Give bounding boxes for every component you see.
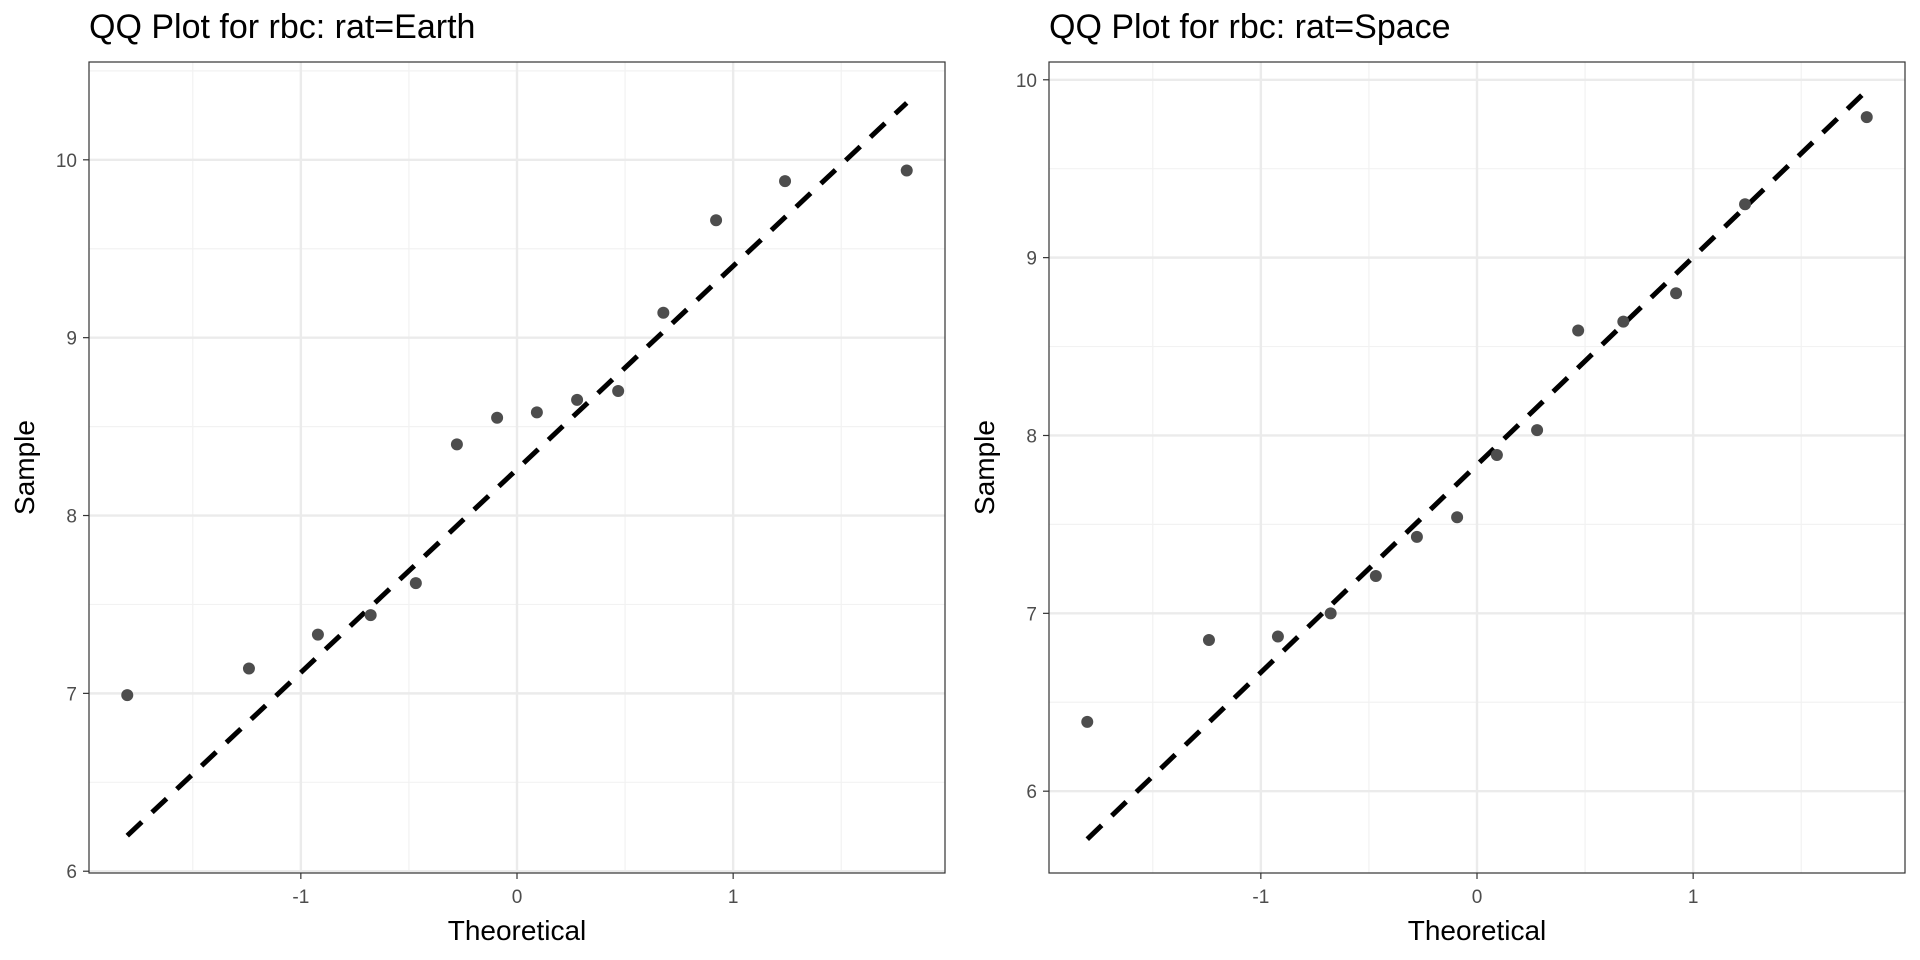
data-point — [409, 577, 422, 590]
reference-line — [1085, 88, 1869, 842]
data-point — [900, 164, 913, 177]
x-tick-label: 0 — [512, 887, 523, 908]
y-tick-label: 9 — [66, 329, 77, 350]
x-tick-label: 0 — [1472, 887, 1483, 908]
data-point — [779, 175, 792, 188]
x-tick-label: 1 — [728, 887, 739, 908]
data-point — [1369, 569, 1382, 582]
data-point — [1081, 715, 1094, 728]
data-point — [1451, 511, 1464, 524]
grid-lines — [89, 62, 945, 873]
data-point — [1490, 449, 1503, 462]
y-tick-label: 10 — [1016, 71, 1037, 92]
data-point — [612, 385, 625, 398]
y-tick-label: 8 — [66, 507, 77, 528]
data-point — [1617, 315, 1630, 328]
y-tick-label: 7 — [66, 684, 77, 705]
y-tick-label: 6 — [66, 862, 77, 883]
data-point — [1531, 424, 1544, 437]
x-tick-label: -1 — [292, 887, 309, 908]
data-point — [1739, 198, 1752, 211]
y-axis-title: Sample — [9, 420, 40, 515]
x-tick-label: 1 — [1688, 887, 1699, 908]
data-point — [1271, 630, 1284, 643]
qq-panel-1: -1 0 1 6 7 8 9 10 QQ Plot for rbc: rat=Earth Theo… — [9, 8, 946, 946]
data-point — [710, 214, 723, 227]
data-point — [121, 689, 134, 702]
y-tick-label: 9 — [1026, 249, 1037, 270]
y-tick-label: 10 — [56, 151, 77, 172]
sample-points — [121, 164, 913, 702]
data-point — [450, 438, 463, 451]
qq-panel-2: -1 0 1 6 7 8 9 10 QQ Plot for rbc: rat=Space Theo… — [969, 8, 1906, 946]
data-point — [657, 306, 670, 319]
x-axis-title: Theoretical — [1408, 915, 1547, 946]
data-point — [1670, 287, 1683, 300]
sample-points — [1081, 111, 1873, 728]
data-point — [530, 406, 543, 419]
data-point — [311, 628, 324, 641]
grid-lines — [1049, 62, 1905, 873]
y-tick-label: 7 — [1026, 604, 1037, 625]
data-point — [1202, 634, 1215, 647]
data-point — [1324, 607, 1337, 620]
data-point — [571, 393, 584, 406]
x-tick-label: -1 — [1252, 887, 1269, 908]
data-point — [364, 609, 377, 622]
data-point — [491, 411, 504, 424]
y-tick-label: 6 — [1026, 782, 1037, 803]
reference-line — [125, 101, 909, 838]
data-point — [242, 662, 255, 675]
data-point — [1860, 111, 1873, 124]
chart-title: QQ Plot for rbc: rat=Space — [1049, 8, 1451, 46]
data-point — [1410, 530, 1423, 543]
data-point — [1572, 324, 1585, 337]
y-tick-label: 8 — [1026, 426, 1037, 447]
x-axis-title: Theoretical — [448, 915, 587, 946]
y-axis-title: Sample — [969, 420, 1000, 515]
chart-title: QQ Plot for rbc: rat=Earth — [89, 8, 475, 46]
